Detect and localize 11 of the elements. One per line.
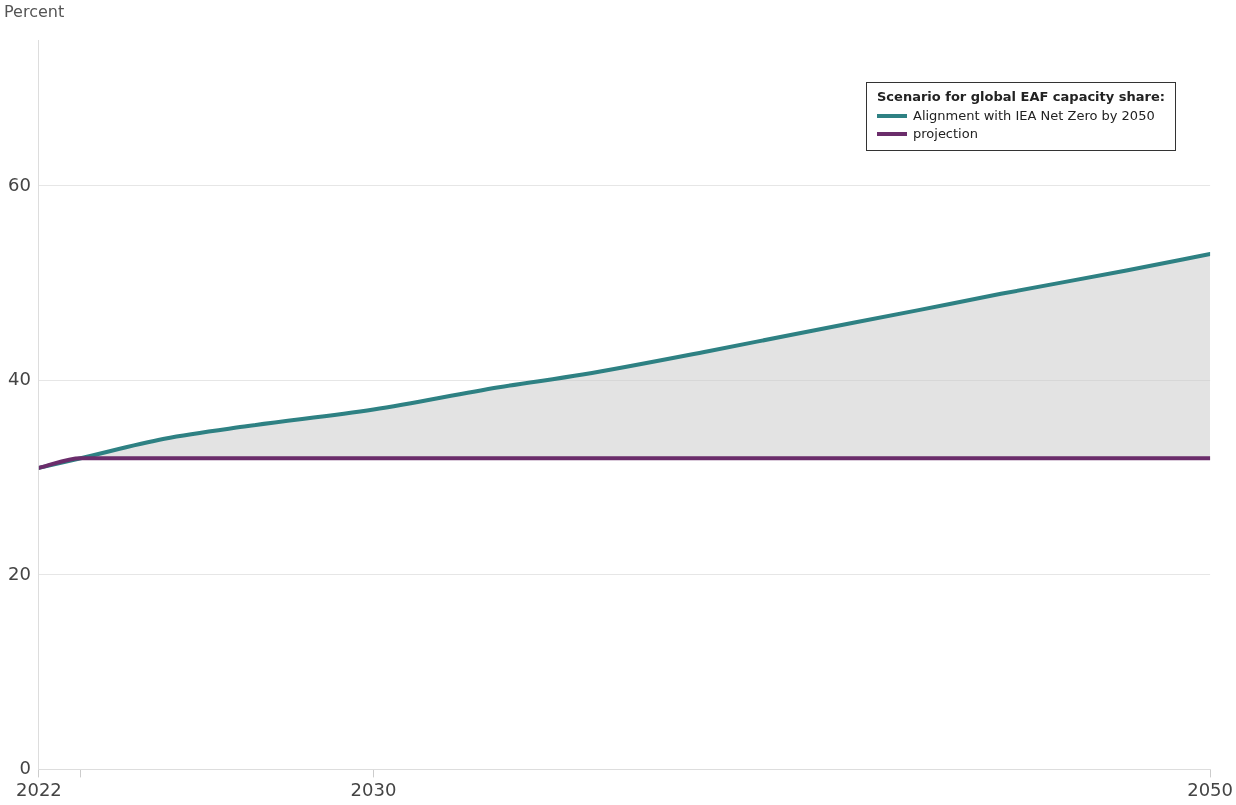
legend-label: Alignment with IEA Net Zero by 2050 (913, 108, 1155, 123)
legend-title: Scenario for global EAF capacity share: (877, 89, 1165, 104)
y-axis-title: Percent (4, 2, 65, 21)
x-tick-label: 2050 (1187, 778, 1233, 800)
y-tick-label: 60 (8, 173, 31, 195)
y-tick-label: 20 (8, 562, 31, 584)
x-tick-label: 2030 (350, 778, 397, 800)
y-tick-label: 40 (8, 368, 31, 390)
legend-label: projection (913, 126, 978, 141)
x-tick-label: 2022 (16, 778, 62, 800)
y-tick-label: 0 (19, 757, 31, 779)
